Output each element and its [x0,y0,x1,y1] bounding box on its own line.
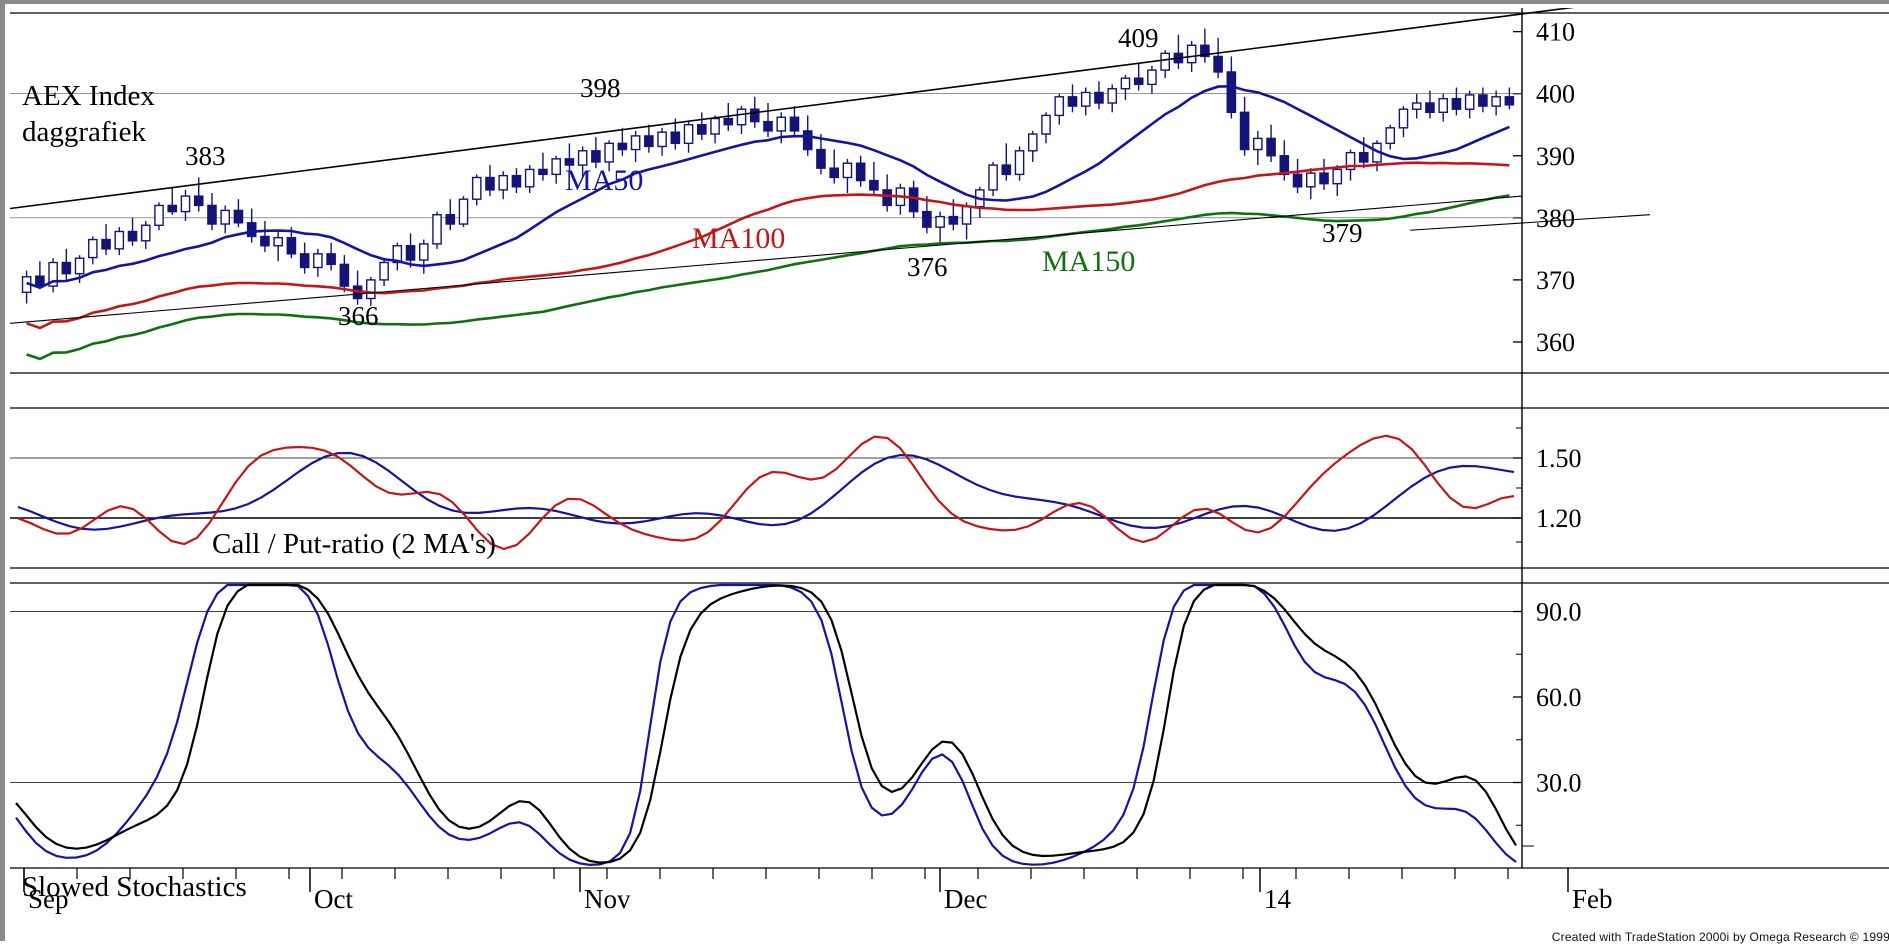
time-axis-label-14: 14 [1264,884,1292,914]
price-axis-label: 400 [1536,80,1575,109]
stoch-k-line [15,583,1517,867]
cp-axis-label: 1.20 [1536,504,1582,533]
price-annotation-379: 379 [1322,218,1363,248]
price-annotation-383: 383 [185,141,226,171]
stoch-axis-label: 30.0 [1536,769,1582,798]
price-annotation-398: 398 [580,73,621,103]
ma-label-ma50: MA50 [565,164,643,197]
time-axis-label-nov: Nov [584,884,631,914]
tradestation-chart[interactable]: 360 370 380 390 400 410 1.20 1.50 30.0 60.0 90.0 AE… [10,8,1889,945]
ma100-line [26,161,1510,330]
chart-plot-area: 360 370 380 390 400 410 1.20 1.50 30.0 60.0 90.0 AE… [10,8,1889,945]
stoch-d-line [15,583,1517,864]
ma-label-ma150: MA150 [1042,245,1135,278]
time-axis-label-feb: Feb [1572,884,1613,914]
stoch-axis-label: 60.0 [1536,683,1582,712]
price-axis-label: 360 [1536,328,1575,357]
price-axis-label: 370 [1536,266,1575,295]
price-annotation-409: 409 [1118,23,1159,53]
ma50-line [26,84,1510,290]
price-panel-title: AEX Index [22,80,155,112]
secondary-trendline [1409,214,1651,231]
stoch-panel-title: Slowed Stochastics [22,871,247,903]
cp-panel-title: Call / Put-ratio (2 MA's) [212,528,496,560]
price-axis-label: 390 [1536,142,1575,171]
price-annotation-376: 376 [907,252,948,282]
upper-trendline [10,8,1575,210]
time-axis-label-dec: Dec [944,884,987,914]
credit-text: Created with TradeStation 2000i by Omega… [1551,930,1889,944]
price-annotation-366: 366 [338,301,379,331]
time-axis-label-sep: Sep [28,884,69,914]
cp-fast-ma-line [17,434,1515,551]
ma150-line [26,194,1510,361]
time-axis-label-oct: Oct [314,884,353,914]
cp-slow-ma-line [17,451,1515,532]
price-panel-subtitle: daggrafiek [22,116,146,148]
stoch-axis-label: 90.0 [1536,598,1582,627]
price-axis-label: 410 [1536,18,1575,47]
price-axis-label: 380 [1536,204,1575,233]
ma-label-ma100: MA100 [692,222,785,255]
lower-trendline [10,195,1523,324]
cp-axis-label: 1.50 [1536,444,1582,473]
candlestick-series[interactable] [21,28,1515,306]
